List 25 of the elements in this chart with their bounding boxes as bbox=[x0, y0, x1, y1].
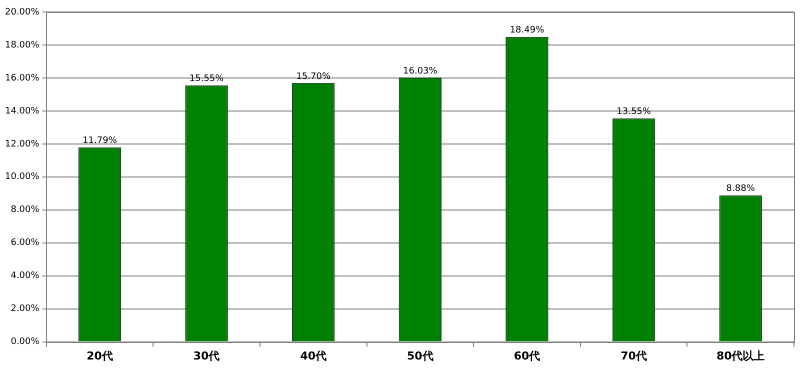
y-tick-label: 6.00% bbox=[10, 238, 40, 248]
data-label: 8.88% bbox=[726, 184, 756, 194]
y-tick-label: 20.00% bbox=[4, 7, 40, 18]
y-tick-label: 8.00% bbox=[10, 205, 40, 216]
data-label: 15.70% bbox=[296, 72, 331, 82]
x-tick-label: 80代以上 bbox=[716, 349, 765, 362]
data-label: 16.03% bbox=[402, 66, 438, 76]
y-tick-label: 18.00% bbox=[4, 40, 40, 50]
y-tick-label: 12.00% bbox=[4, 139, 40, 150]
x-tick-label: 60代 bbox=[514, 349, 540, 362]
y-tick-label: 2.00% bbox=[10, 304, 40, 314]
x-tick-label: 20代 bbox=[86, 349, 113, 362]
x-tick-label: 50代 bbox=[407, 349, 434, 362]
y-tick-label: 10.00% bbox=[4, 172, 40, 182]
data-label: 15.55% bbox=[189, 74, 224, 84]
y-tick-label: 14.00% bbox=[4, 106, 40, 116]
y-tick-label: 4.00% bbox=[10, 271, 40, 282]
x-tick-label: 40代 bbox=[300, 349, 327, 362]
data-label: 13.55% bbox=[616, 107, 652, 118]
data-label: 11.79% bbox=[82, 136, 118, 146]
data-label: 18.49% bbox=[510, 26, 545, 36]
y-tick-label: 16.00% bbox=[4, 73, 40, 84]
x-tick-label: 30代 bbox=[193, 349, 220, 362]
y-tick-label: 0.00% bbox=[10, 337, 40, 348]
x-tick-label: 70代 bbox=[620, 349, 647, 362]
